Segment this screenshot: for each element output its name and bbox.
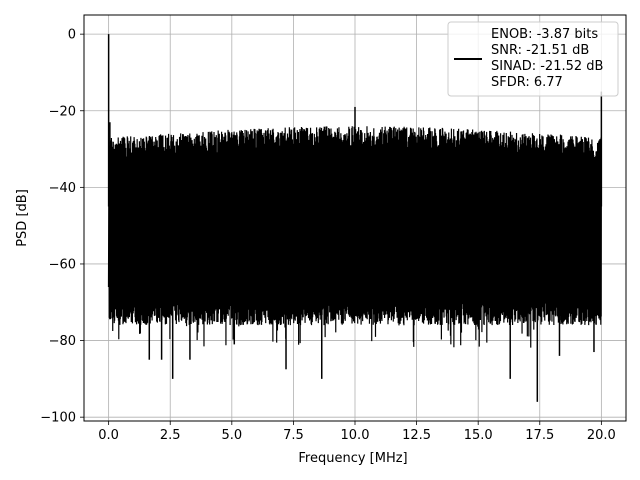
y-tick-label: −40: [49, 181, 76, 196]
x-tick-label: 7.5: [283, 428, 304, 443]
y-tick-label: 0: [68, 28, 76, 43]
x-tick-label: 15.0: [464, 428, 493, 443]
psd-series-group: [107, 34, 603, 402]
legend-snr: SNR: -21.51 dB: [491, 43, 589, 58]
x-tick-label: 20.0: [587, 428, 616, 443]
x-axis-ticks: 0.0 2.5 5.0 7.5 10.0 12.5 15.0 17.5 20.0: [98, 421, 616, 443]
legend-sinad: SINAD: -21.52 dB: [491, 59, 603, 74]
x-tick-label: 5.0: [221, 428, 242, 443]
x-tick-label: 2.5: [160, 428, 181, 443]
x-tick-label: 17.5: [525, 428, 554, 443]
y-axis-label: PSD [dB]: [15, 189, 30, 247]
y-tick-label: −80: [49, 334, 76, 349]
psd-dc-edge: [107, 149, 111, 318]
x-tick-label: 10.0: [341, 428, 370, 443]
legend: ENOB: -3.87 bits SNR: -21.51 dB SINAD: -…: [447, 21, 619, 97]
y-tick-label: −60: [49, 257, 76, 272]
legend-enob: ENOB: -3.87 bits: [491, 27, 598, 42]
x-tick-label: 12.5: [402, 428, 431, 443]
y-axis-ticks: 0 −20 −40 −60 −80 −100: [40, 28, 84, 426]
y-tick-label: −100: [40, 411, 76, 426]
legend-box: [447, 21, 619, 97]
x-tick-label: 0.0: [98, 428, 119, 443]
x-axis-label: Frequency [MHz]: [298, 451, 407, 466]
y-tick-label: −20: [49, 104, 76, 119]
legend-sfdr: SFDR: 6.77: [491, 75, 563, 90]
